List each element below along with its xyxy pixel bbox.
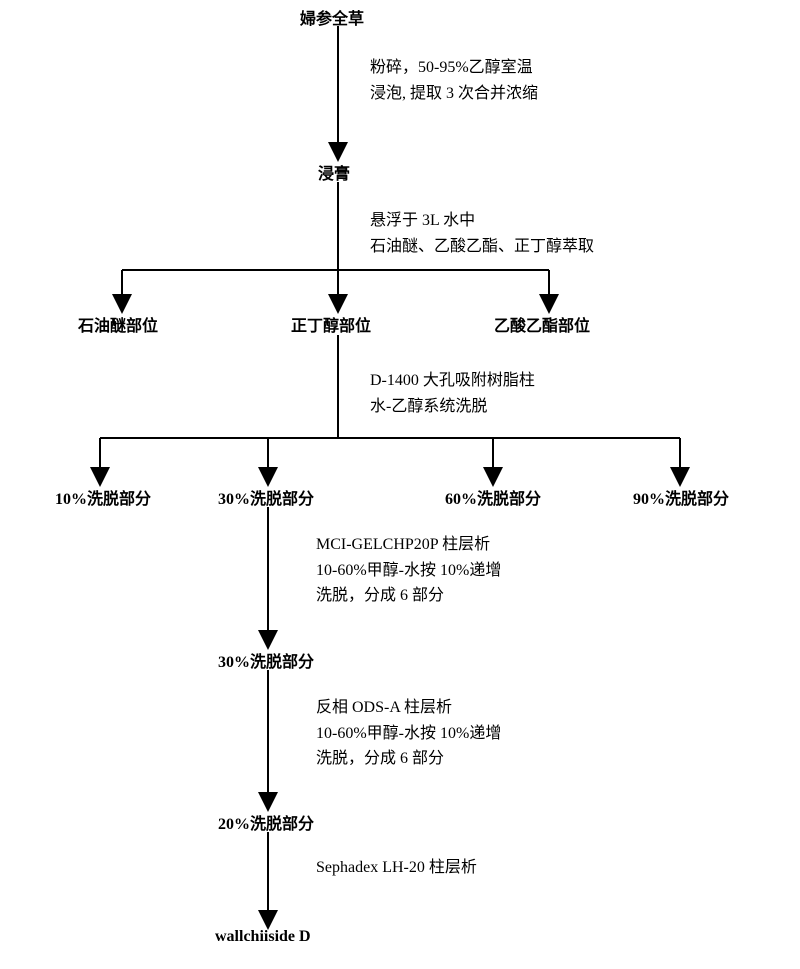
node-elute10: 10%洗脱部分 [55,485,151,509]
annotation-step2: 悬浮于 3L 水中 石油醚、乙酸乙酯、正丁醇萃取 [370,208,594,259]
annotation-line: MCI-GELCHP20P 柱层析 [316,536,490,553]
node-elute30b: 30%洗脱部分 [218,648,314,672]
annotation-step1: 粉碎，50-95%乙醇室温 浸泡, 提取 3 次合并浓缩 [370,55,538,106]
annotation-line: 反相 ODS-A 柱层析 [316,699,452,716]
annotation-step4: MCI-GELCHP20P 柱层析 10-60%甲醇-水按 10%递增 洗脱，分… [316,532,501,609]
node-elute30: 30%洗脱部分 [218,485,314,509]
node-butanol: 正丁醇部位 [291,312,371,336]
annotation-step5: 反相 ODS-A 柱层析 10-60%甲醇-水按 10%递增 洗脱，分成 6 部… [316,695,501,772]
annotation-line: 10-60%甲醇-水按 10%递增 [316,725,501,742]
annotation-line: Sephadex LH-20 柱层析 [316,859,477,876]
node-root: 婦参全草 [300,5,364,29]
annotation-line: 10-60%甲醇-水按 10%递增 [316,562,501,579]
annotation-line: 悬浮于 3L 水中 [370,212,475,229]
node-final: wallchiiside D [215,928,311,946]
node-extract: 浸膏 [318,160,350,184]
node-elute60: 60%洗脱部分 [445,485,541,509]
node-elute20: 20%洗脱部分 [218,810,314,834]
annotation-line: 石油醚、乙酸乙酯、正丁醇萃取 [370,238,594,255]
annotation-line: 水-乙醇系统洗脱 [370,398,487,415]
node-elute90: 90%洗脱部分 [633,485,729,509]
node-ethylacetate: 乙酸乙酯部位 [494,312,590,336]
node-petroleum: 石油醚部位 [78,312,158,336]
annotation-line: D-1400 大孔吸附树脂柱 [370,372,535,389]
annotation-line: 洗脱，分成 6 部分 [316,750,444,767]
annotation-step6: Sephadex LH-20 柱层析 [316,855,477,881]
annotation-step3: D-1400 大孔吸附树脂柱 水-乙醇系统洗脱 [370,368,535,419]
annotation-line: 浸泡, 提取 3 次合并浓缩 [370,85,538,102]
annotation-line: 粉碎，50-95%乙醇室温 [370,59,533,76]
annotation-line: 洗脱，分成 6 部分 [316,587,444,604]
